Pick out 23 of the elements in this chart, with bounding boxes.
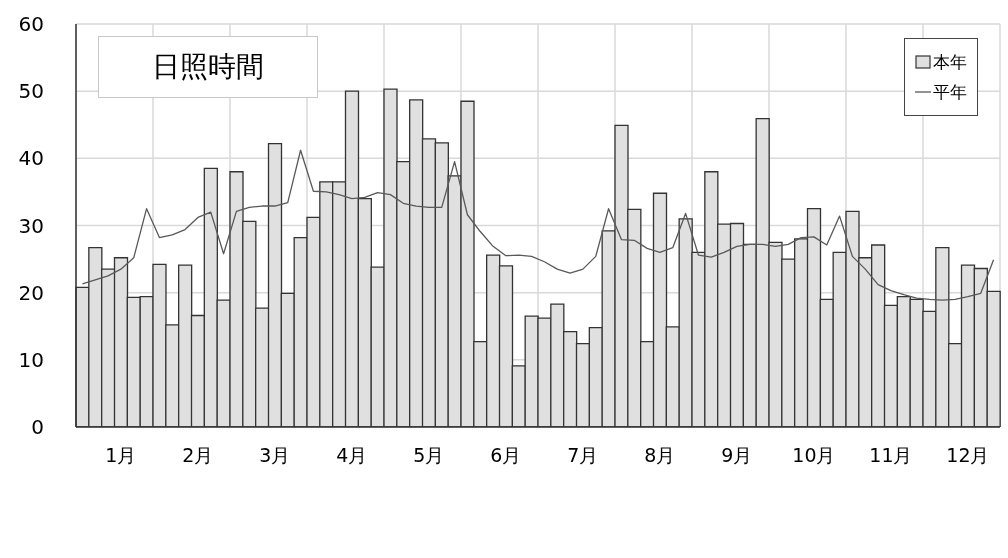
y-tick-label: 30	[18, 213, 44, 238]
x-tick-label: 5月	[413, 444, 445, 467]
x-tick-label: 10月	[792, 444, 836, 467]
x-tick-label: 9月	[721, 444, 753, 467]
y-tick-label: 0	[31, 415, 44, 440]
legend-label: 本年	[933, 50, 967, 74]
y-tick-label: 40	[18, 146, 44, 171]
x-tick-label: 4月	[336, 444, 368, 467]
line-series	[81, 149, 995, 301]
legend-label: 平年	[933, 80, 967, 104]
y-tick-label: 20	[18, 280, 44, 305]
x-tick-label: 3月	[259, 444, 291, 467]
x-tick-label: 11月	[869, 444, 913, 467]
title-frame: 日照時間	[98, 36, 318, 98]
x-tick-label: 8月	[644, 444, 676, 467]
x-tick-label: 6月	[490, 444, 522, 467]
y-tick-label: 50	[18, 79, 44, 104]
x-tick-label: 1月	[105, 444, 137, 467]
x-tick-label: 2月	[182, 444, 214, 467]
y-tick-label: 10	[18, 347, 44, 372]
x-tick-label: 12月	[946, 444, 990, 467]
x-tick-label: 7月	[567, 444, 599, 467]
y-tick-label: 60	[18, 12, 44, 37]
